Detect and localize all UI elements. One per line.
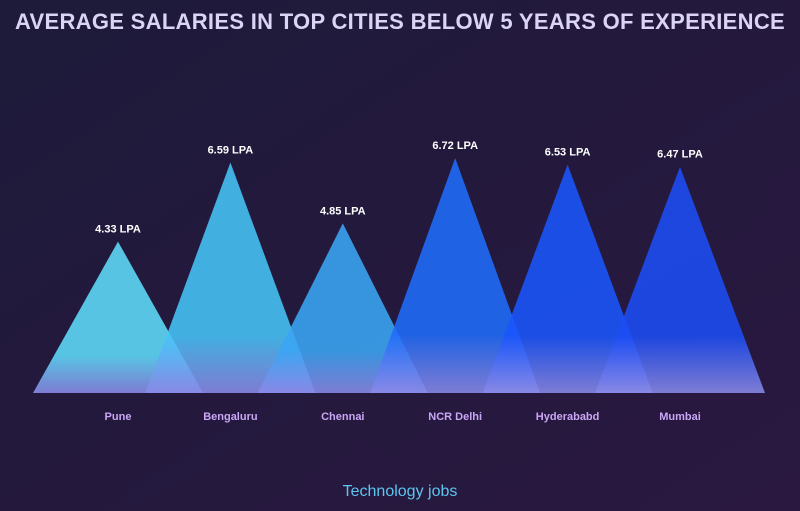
x-tick-label: Hyderababd xyxy=(536,411,600,423)
x-tick-label: Bengaluru xyxy=(203,411,257,423)
x-tick-label: Chennai xyxy=(321,411,364,423)
footer: Technology jobs xyxy=(343,483,458,500)
value-label: 6.72 LPA xyxy=(432,140,478,152)
triangle-bar xyxy=(370,158,541,393)
x-tick-label: NCR Delhi xyxy=(428,411,482,423)
chart-title: AVERAGE SALARIES IN TOP CITIES BELOW 5 Y… xyxy=(15,9,785,34)
triangle-bar xyxy=(145,162,316,393)
value-label: 4.85 LPA xyxy=(320,205,366,217)
x-tick-label: Mumbai xyxy=(659,411,701,423)
x-tick-label: Pune xyxy=(105,411,132,423)
value-label: 4.33 LPA xyxy=(95,223,141,235)
triangle-bar xyxy=(482,164,653,393)
triangle-bar xyxy=(595,166,765,393)
value-label: 6.59 LPA xyxy=(208,144,254,156)
triangle-bar xyxy=(257,223,428,393)
value-label: 6.47 LPA xyxy=(657,149,703,161)
value-label: 6.53 LPA xyxy=(545,147,591,159)
